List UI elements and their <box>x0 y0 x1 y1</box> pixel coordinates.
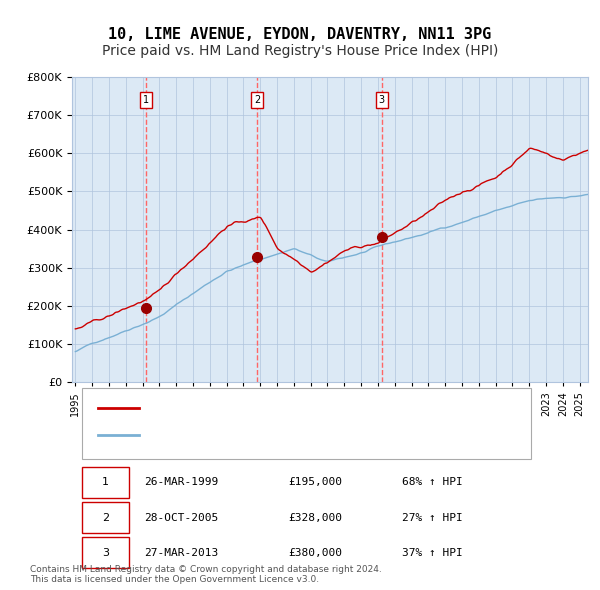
Text: £380,000: £380,000 <box>289 548 343 558</box>
Text: Contains HM Land Registry data © Crown copyright and database right 2024.
This d: Contains HM Land Registry data © Crown c… <box>30 565 382 584</box>
FancyBboxPatch shape <box>82 467 129 498</box>
FancyBboxPatch shape <box>82 388 531 459</box>
Text: £195,000: £195,000 <box>289 477 343 487</box>
Text: 68% ↑ HPI: 68% ↑ HPI <box>402 477 463 487</box>
Text: 27-MAR-2013: 27-MAR-2013 <box>144 548 218 558</box>
Text: 37% ↑ HPI: 37% ↑ HPI <box>402 548 463 558</box>
Text: 1: 1 <box>102 477 109 487</box>
Text: 10, LIME AVENUE, EYDON, DAVENTRY, NN11 3PG: 10, LIME AVENUE, EYDON, DAVENTRY, NN11 3… <box>109 27 491 41</box>
FancyBboxPatch shape <box>82 537 129 568</box>
Text: 27% ↑ HPI: 27% ↑ HPI <box>402 513 463 523</box>
Text: 28-OCT-2005: 28-OCT-2005 <box>144 513 218 523</box>
Text: 3: 3 <box>379 94 385 104</box>
Text: £328,000: £328,000 <box>289 513 343 523</box>
Text: HPI: Average price, detached house, West Northamptonshire: HPI: Average price, detached house, West… <box>149 430 466 440</box>
Text: 26-MAR-1999: 26-MAR-1999 <box>144 477 218 487</box>
FancyBboxPatch shape <box>82 502 129 533</box>
Text: 1: 1 <box>143 94 149 104</box>
Text: Price paid vs. HM Land Registry's House Price Index (HPI): Price paid vs. HM Land Registry's House … <box>102 44 498 58</box>
Text: 2: 2 <box>102 513 109 523</box>
Text: 2: 2 <box>254 94 260 104</box>
Text: 3: 3 <box>102 548 109 558</box>
Text: 10, LIME AVENUE, EYDON, DAVENTRY, NN11 3PG (detached house): 10, LIME AVENUE, EYDON, DAVENTRY, NN11 3… <box>149 403 497 413</box>
